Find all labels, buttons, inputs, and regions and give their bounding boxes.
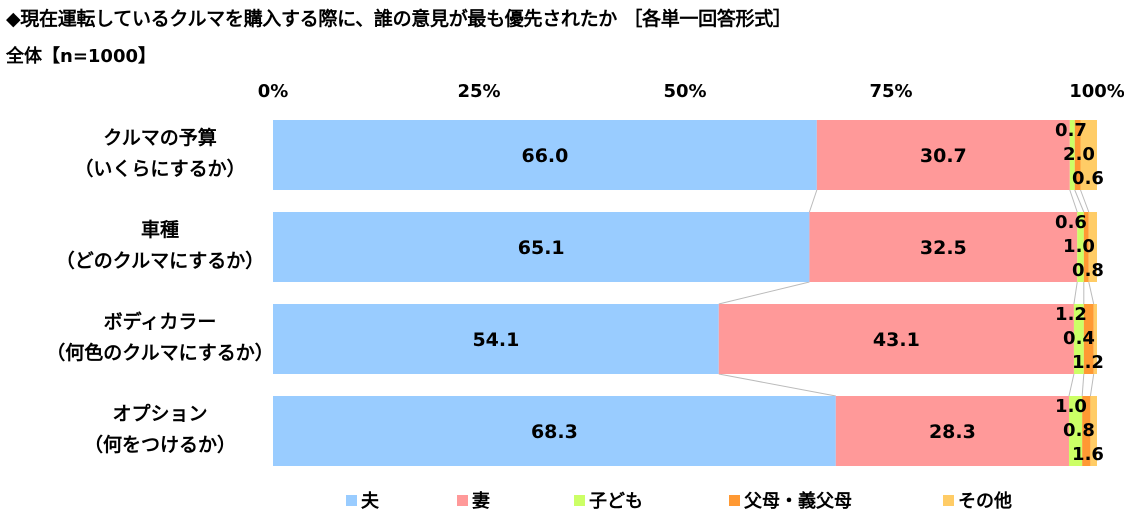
legend-label: 妻 [472,491,490,512]
data-label-small: 0.6 [1072,168,1104,189]
legend-swatch-4 [729,495,740,506]
legend-swatch-2 [457,495,468,506]
series-connector-line [1074,189,1085,213]
bar-segment-4 [1083,212,1089,282]
x-tick-label: 75% [869,81,912,102]
bar-segment-5 [1080,120,1097,190]
category-label: クルマの予算 [103,126,216,149]
data-label: 54.1 [472,329,519,351]
data-label-small: 1.2 [1072,352,1104,373]
data-label: 28.3 [929,421,976,443]
chart-subtitle: 全体【n=1000】 [6,46,156,67]
data-label-small: 1.0 [1063,236,1095,257]
chart-title: ◆現在運転しているクルマを購入する際に、誰の意見が最も優先されたか ［各単一回答… [6,8,792,30]
series-connector-line [1073,281,1078,305]
bar-segment-2 [809,212,1078,282]
bar-segment-1 [273,212,810,282]
series-connector-line [1068,373,1075,397]
series-connector-line [1089,373,1095,397]
legend-label: 父母・義父母 [744,490,852,512]
legend-swatch-3 [574,495,585,506]
data-label: 30.7 [920,145,967,167]
bar-segment-5 [1088,212,1097,282]
legend-label: 子ども [589,491,643,512]
data-label: 43.1 [873,329,920,351]
x-tick-label: 50% [663,81,706,102]
bar-segment-4 [1083,304,1094,374]
bar-segment-1 [273,396,836,466]
data-label-small: 1.2 [1055,304,1087,325]
series-connector-line [1080,189,1090,213]
data-label-small: 0.6 [1055,212,1087,233]
x-tick-label: 100% [1069,81,1124,102]
category-label: オプション [112,402,207,425]
legend-label: 夫 [361,490,380,512]
bar-segment-2 [835,396,1069,466]
bar-segment-1 [273,304,719,374]
category-label: （何色のクルマにするか） [46,341,274,364]
category-label: ボディカラー [104,310,217,333]
legend-swatch-1 [346,495,357,506]
series-connector-line [1069,189,1078,213]
bar-segment-5 [1090,396,1097,466]
series-connector-line [718,281,810,305]
bar-segment-5 [1093,304,1097,374]
bar-segment-2 [816,120,1070,190]
series-connector-line [718,373,836,397]
bar-segment-3 [1068,396,1083,466]
category-label: （何をつけるか） [84,433,236,456]
data-label-small: 0.8 [1063,420,1095,441]
series-connector-line [808,189,818,213]
category-label: （いくらにするか） [74,157,245,180]
category-label: 車種 [141,218,179,241]
data-label: 65.1 [518,237,565,259]
bar-segment-2 [718,304,1074,374]
legend-swatch-5 [943,495,954,506]
bar-segment-4 [1074,120,1081,190]
data-label-small: 1.6 [1072,444,1104,465]
bar-segment-4 [1082,396,1091,466]
series-connector-line [1081,373,1085,397]
x-tick-label: 0% [258,81,289,102]
bar-segment-3 [1077,212,1084,282]
data-label-small: 0.7 [1055,120,1087,141]
x-tick-label: 25% [457,81,500,102]
data-label-small: 2.0 [1063,144,1095,165]
data-label-small: 0.4 [1063,328,1095,349]
bar-segment-3 [1069,120,1075,190]
series-connector-line [1088,281,1095,305]
bar-segment-3 [1073,304,1084,374]
data-label: 66.0 [521,145,568,167]
data-label: 68.3 [531,421,578,443]
category-label: （どのクルマにするか） [56,249,265,272]
data-label-small: 1.0 [1055,396,1087,417]
legend-label: その他 [958,490,1012,512]
data-label-small: 0.8 [1072,260,1104,281]
data-label: 32.5 [920,237,967,259]
bar-segment-1 [273,120,817,190]
